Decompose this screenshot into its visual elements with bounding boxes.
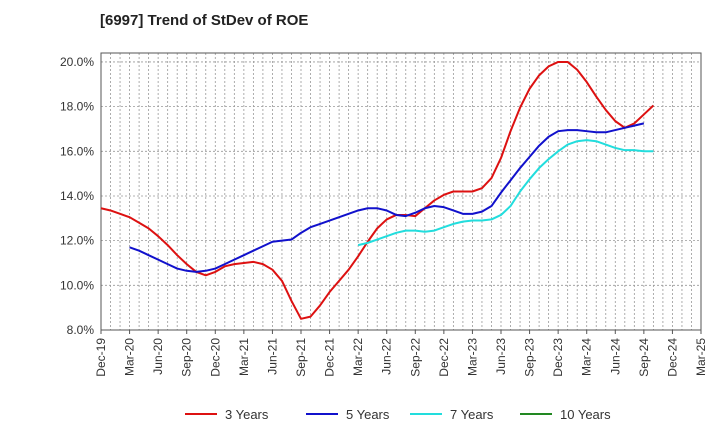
series-line-1 [100, 60, 655, 320]
x-tick-label: Jun-23 [494, 338, 508, 375]
x-tick-label: Jun-20 [151, 338, 165, 375]
x-tick-label: Sep-24 [637, 338, 651, 377]
legend-label-2: 5 Years [346, 407, 390, 422]
chart-title: [6997] Trend of StDev of ROE [100, 12, 309, 29]
plot-frame [100, 52, 702, 331]
y-tick-label: 10.0% [60, 278, 94, 292]
x-tick-label: Jun-22 [380, 338, 394, 375]
legend-label-4: 10 Years [560, 407, 611, 422]
x-tick-label: Mar-22 [351, 338, 365, 376]
x-tick-label: Sep-20 [180, 338, 194, 377]
legend-label-3: 7 Years [450, 407, 494, 422]
y-tick-label: 14.0% [60, 189, 94, 203]
x-tick-label: Mar-20 [123, 338, 137, 376]
x-tick-label: Sep-22 [408, 338, 422, 377]
legend-label-1: 3 Years [225, 407, 269, 422]
x-tick-label: Mar-23 [465, 338, 479, 376]
x-tick-label: Jun-21 [265, 338, 279, 375]
series-line-2 [129, 122, 645, 273]
y-tick-label: 16.0% [60, 144, 94, 158]
x-tick-label: Dec-24 [665, 338, 679, 377]
x-tick-label: Dec-23 [551, 338, 565, 377]
x-tick-label: Mar-21 [237, 338, 251, 376]
x-tick-label: Mar-24 [580, 338, 594, 376]
x-tick-label: Dec-22 [437, 338, 451, 377]
x-tick-label: Dec-21 [323, 338, 337, 377]
y-tick-label: 18.0% [60, 100, 94, 114]
x-tick-label: Dec-20 [208, 338, 222, 377]
x-tick-label: Jun-24 [608, 338, 622, 375]
x-tick-label: Sep-21 [294, 338, 308, 377]
y-tick-label: 8.0% [67, 323, 95, 337]
series-line-3 [357, 139, 654, 247]
y-tick-label: 12.0% [60, 234, 94, 248]
x-tick-label: Dec-19 [94, 338, 108, 377]
x-tick-label: Mar-25 [694, 338, 708, 376]
plot-area [101, 53, 701, 330]
x-tick-label: Sep-23 [523, 338, 537, 377]
y-tick-label: 20.0% [60, 55, 94, 69]
